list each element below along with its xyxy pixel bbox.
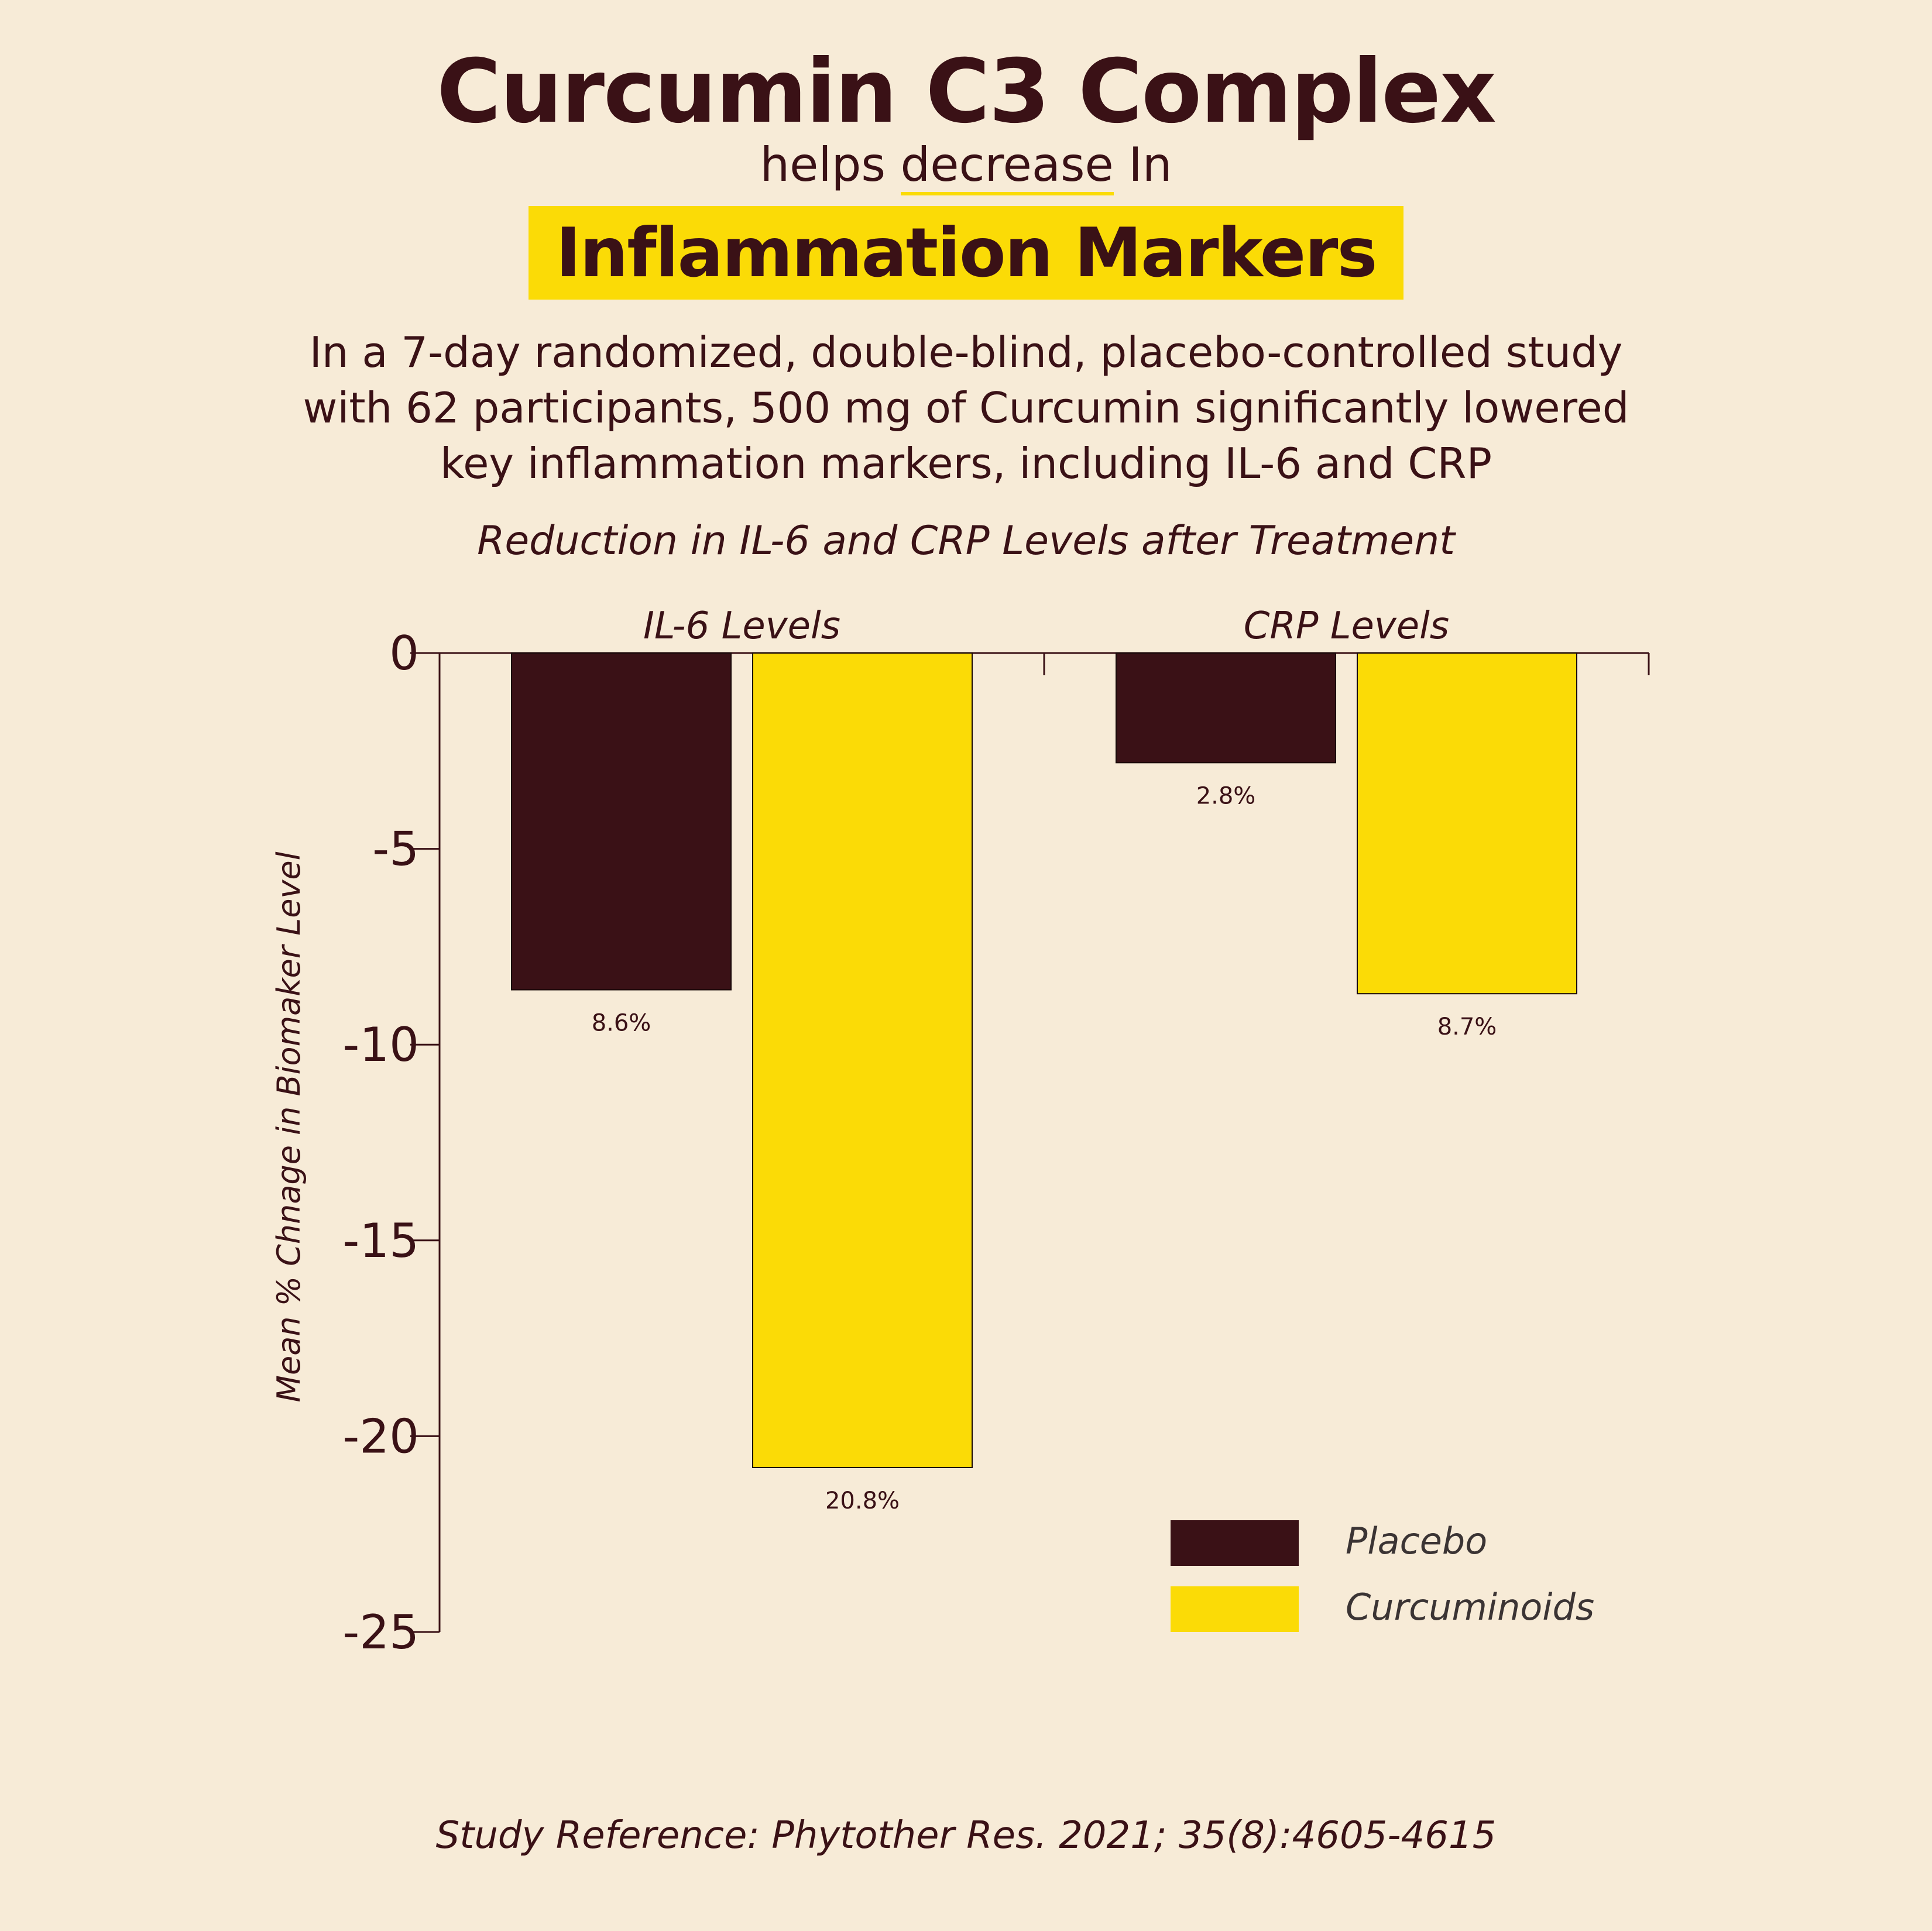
description-line: key inflammation markers, including IL-6… (440, 439, 1492, 488)
y-tick-label: -15 (342, 1214, 419, 1268)
subtitle-underlined: decrease (900, 138, 1114, 195)
legend-swatch-placebo (1171, 1520, 1299, 1566)
description-line: In a 7-day randomized, double-blind, pla… (309, 328, 1623, 377)
bar-curcuminoids (1357, 652, 1577, 995)
legend-label: Placebo (1346, 1520, 1487, 1562)
study-reference: Study Reference: Phytother Res. 2021; 35… (435, 1814, 1497, 1857)
category-label: IL-6 Levels (643, 604, 840, 648)
bar-placebo (511, 652, 732, 991)
bar-curcuminoids (752, 652, 973, 1468)
data-label: 8.7% (1437, 1013, 1497, 1040)
subtitle-post: In (1128, 138, 1172, 192)
y-axis-label: Mean % Chnage in Biomaker Level (270, 851, 307, 1402)
y-tick-label: -25 (342, 1605, 419, 1659)
subtitle: helps decrease In (0, 138, 1932, 195)
category-label: CRP Levels (1244, 604, 1450, 648)
y-tick-label: -10 (342, 1018, 419, 1072)
data-label: 20.8% (825, 1487, 900, 1514)
subtitle-pre: helps (760, 138, 886, 192)
description-line: with 62 participants, 500 mg of Curcumin… (303, 383, 1629, 432)
description: In a 7-day randomized, double-blind, pla… (0, 325, 1932, 492)
legend-swatch-curcuminoids (1171, 1586, 1299, 1632)
page-title: Curcumin C3 Complex (437, 41, 1497, 143)
y-tick-label: -20 (342, 1409, 419, 1463)
y-tick-label: 0 (389, 626, 419, 681)
data-label: 2.8% (1196, 782, 1256, 809)
highlight-banner: Inflammation Markers (529, 206, 1403, 300)
legend-label: Curcuminoids (1346, 1586, 1594, 1628)
bar-placebo (1116, 652, 1336, 764)
y-tick-label: -5 (372, 822, 419, 877)
highlight-text: Inflammation Markers (555, 213, 1377, 293)
data-label: 8.6% (592, 1010, 651, 1037)
chart-title: Reduction in IL-6 and CRP Levels after T… (477, 518, 1455, 564)
